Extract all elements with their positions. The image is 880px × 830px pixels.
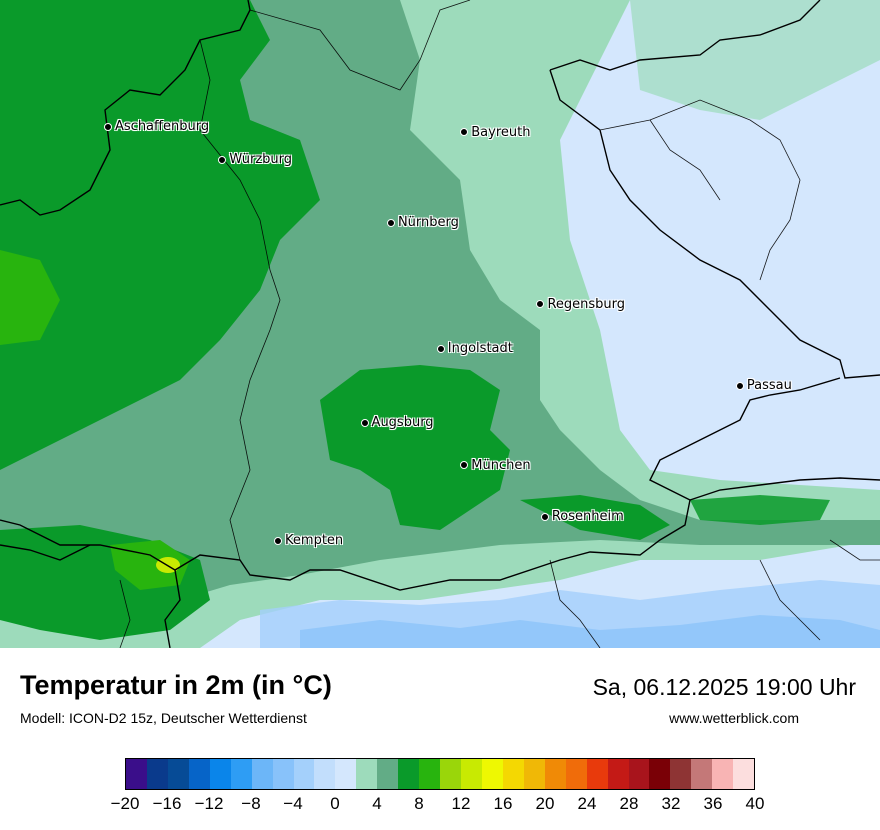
legend-swatch (293, 759, 315, 789)
city-rosenheim[interactable]: Rosenheim (540, 509, 624, 525)
map-footer: Temperatur in 2m (in °C) Modell: ICON-D2… (0, 648, 880, 830)
city-marker-icon (540, 512, 549, 521)
legend-tick-label: 0 (330, 794, 340, 813)
zone-6-8-west (0, 0, 320, 470)
legend-tick-label: 16 (493, 794, 513, 813)
legend-swatch (209, 759, 231, 789)
legend-tick-label: 32 (661, 794, 681, 813)
legend-tick-label: 28 (619, 794, 639, 813)
city-label: Nürnberg (397, 215, 459, 231)
city-würzburg[interactable]: Würzburg (218, 152, 292, 167)
legend-tick-label: 8 (414, 794, 424, 813)
zone-6-8-center (320, 365, 510, 530)
legend-tick-label: −12 (194, 794, 224, 813)
color-legend (125, 758, 755, 790)
city-regensburg[interactable]: Regensburg (536, 297, 625, 312)
legend-swatch (251, 759, 273, 789)
legend-swatch (440, 759, 461, 789)
city-label: Bayreuth (471, 124, 531, 140)
legend-swatch (733, 759, 755, 789)
legend-swatch (314, 759, 336, 789)
city-nürnberg[interactable]: Nürnberg (386, 215, 459, 231)
legend-tick-label: 40 (745, 794, 765, 813)
legend-swatch (167, 759, 189, 789)
legend-swatch (377, 759, 399, 789)
legend-swatch (230, 759, 252, 789)
legend-swatch (586, 759, 608, 789)
legend-tick-label: −4 (283, 794, 303, 813)
city-marker-icon (104, 122, 112, 131)
legend-swatch (188, 759, 210, 789)
city-marker-icon (460, 128, 469, 137)
city-label: Ingolstadt (447, 341, 513, 356)
city-marker-icon (360, 418, 369, 427)
city-marker-icon (218, 155, 227, 164)
legend-tick-label: −16 (152, 794, 182, 813)
city-marker-icon (460, 461, 469, 470)
temperature-map[interactable]: Aschaffenburg Würzburg Bayreuth Nürnberg Reg… (0, 0, 880, 648)
forecast-datetime: Sa, 06.12.2025 19:00 Uhr (592, 674, 856, 700)
legend-swatch (272, 759, 294, 789)
legend-tick-label: 24 (577, 794, 597, 813)
city-kempten[interactable]: Kempten (274, 533, 343, 548)
zone-alps-colder (300, 615, 880, 648)
legend-swatch (649, 759, 671, 789)
legend-swatch (398, 759, 420, 789)
zone-8-10 (0, 250, 60, 345)
city-marker-icon (386, 218, 395, 227)
city-münchen[interactable]: München (460, 457, 531, 473)
legend-swatch (565, 759, 587, 789)
zone-6-8-far-east (690, 495, 830, 525)
zone-8-10-lake (110, 540, 190, 590)
legend-tick-label: 20 (535, 794, 555, 813)
city-label: München (471, 457, 531, 473)
city-aschaffenburg[interactable]: Aschaffenburg (104, 119, 209, 134)
legend-swatch (691, 759, 713, 789)
city-passau[interactable]: Passau (735, 378, 792, 393)
city-marker-icon (274, 536, 283, 545)
city-label: Passau (746, 378, 792, 393)
legend-swatch (502, 759, 524, 789)
border-lines (0, 0, 880, 648)
city-label: Augsburg (371, 415, 434, 430)
model-source: Modell: ICON-D2 15z, Deutscher Wetterdie… (20, 710, 307, 726)
city-label: Kempten (285, 533, 344, 549)
legend-swatch (461, 759, 482, 789)
zone-2-4-east (630, 0, 880, 120)
city-marker-icon (735, 381, 744, 390)
legend-swatch (670, 759, 692, 789)
map-title: Temperatur in 2m (in °C) (20, 670, 332, 700)
legend-swatch (335, 759, 357, 789)
legend-tick-label: 36 (703, 794, 723, 813)
temperature-field (0, 0, 880, 648)
city-bayreuth[interactable]: Bayreuth (460, 125, 530, 140)
legend-swatch (544, 759, 566, 789)
website-link[interactable]: www.wetterblick.com (669, 710, 799, 726)
legend-swatch (607, 759, 629, 789)
legend-tick-label: 12 (451, 794, 471, 813)
city-marker-icon (536, 300, 545, 309)
legend-tick-label: −8 (241, 794, 261, 813)
city-ingolstadt[interactable]: Ingolstadt (436, 341, 513, 356)
legend-swatch (712, 759, 734, 789)
legend-swatch (628, 759, 650, 789)
city-label: Regensburg (547, 296, 626, 312)
city-label: Aschaffenburg (115, 119, 210, 134)
city-marker-icon (436, 344, 445, 353)
legend-tick-label: 4 (372, 794, 382, 813)
city-augsburg[interactable]: Augsburg (360, 415, 434, 430)
legend-swatch (481, 759, 503, 789)
legend-tick-label: −20 (110, 794, 140, 813)
legend-swatch (126, 759, 147, 789)
legend-swatch (523, 759, 545, 789)
city-label: Rosenheim (551, 509, 624, 525)
zone-6-8-se (520, 495, 670, 540)
legend-swatch (356, 759, 378, 789)
legend-tick-labels: −20 −16 −12 −8 −4 0 4 8 12 16 20 24 28 32 36 40 (0, 794, 880, 818)
legend-swatch (146, 759, 168, 789)
city-label: Würzburg (229, 152, 293, 168)
district-lines (119, 0, 880, 648)
legend-swatch (419, 759, 441, 789)
